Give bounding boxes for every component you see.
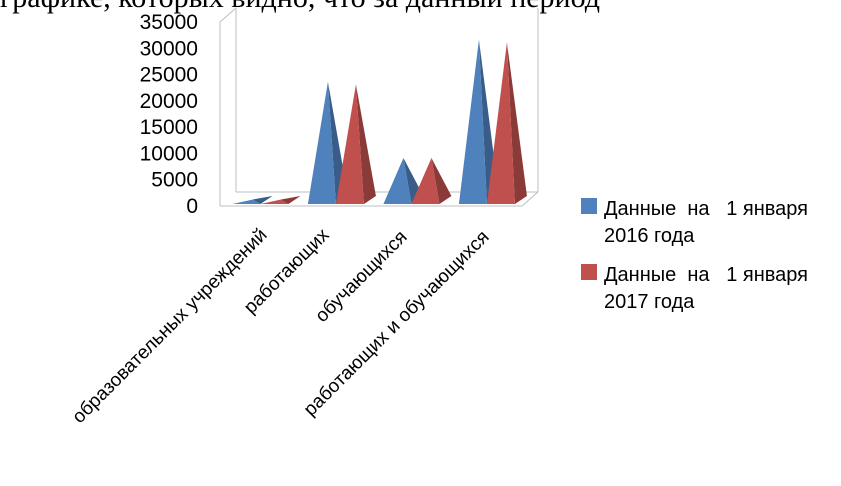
y-tick-label: 35000: [140, 11, 198, 34]
y-tick-label: 30000: [140, 37, 198, 60]
y-tick-label: 20000: [140, 90, 198, 113]
legend-label: Данные на 1 января: [604, 264, 808, 286]
legend-item: Данные на 1 января 2017 года: [581, 264, 808, 313]
legend-label: Данные на 1 января: [604, 198, 808, 220]
pyramid-bar: [335, 84, 376, 204]
legend-item: Данные на 1 января 2016 года: [581, 198, 808, 247]
legend-label: 2017 года: [604, 291, 695, 313]
y-tick-label: 25000: [140, 64, 198, 87]
pyramid-bar: [486, 42, 527, 205]
pyramid-bar: [232, 196, 273, 204]
y-tick-label: 0: [186, 195, 198, 218]
y-tick-label: 15000: [140, 116, 198, 139]
y-tick-label: 10000: [140, 142, 198, 165]
floor-front-edge: [220, 191, 539, 207]
back-wall-left: [219, 6, 237, 206]
x-tick-label: образовательных учреждений: [68, 225, 271, 428]
y-axis-ticks: 0 5000 10000 15000 20000 25000 30000 35000: [140, 11, 198, 218]
legend-swatch: [581, 198, 597, 214]
legend-label: 2016 года: [604, 225, 695, 247]
pyramid-bar: [260, 196, 301, 204]
chart-marks: [232, 39, 527, 205]
pyramid-bar: [411, 157, 452, 204]
legend-swatch: [581, 264, 597, 280]
x-axis-categories: образовательных учрежденийработающихобуч…: [68, 224, 493, 427]
header-text-fragment: графике, которых видно, что за данный пе…: [0, 0, 841, 18]
y-tick-label: 5000: [151, 169, 198, 192]
